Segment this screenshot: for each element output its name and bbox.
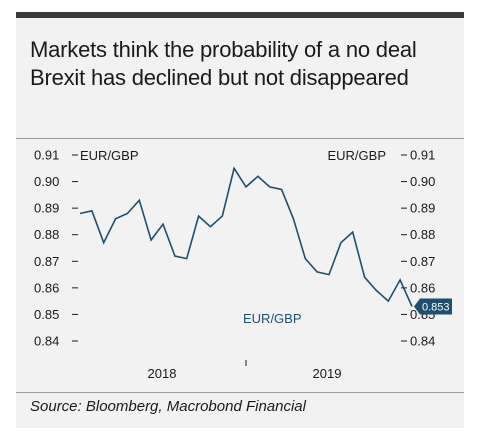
y-tick-label-right: 0.89 <box>410 201 435 216</box>
last-value-badge: 0.853 <box>414 298 452 315</box>
source-divider <box>16 392 464 393</box>
last-value-badge-shape <box>414 298 452 315</box>
y-tick-label-left: 0.89 <box>34 201 59 216</box>
eur-gbp-series-line <box>79 166 413 307</box>
y-tick-label-right: 0.90 <box>410 174 435 189</box>
source-note: Source: Bloomberg, Macrobond Financial <box>30 398 306 415</box>
top-bar <box>16 12 464 18</box>
y-tick-label-left: 0.88 <box>34 227 59 242</box>
chart-title: Markets think the probability of a no de… <box>30 37 417 90</box>
y-tick-label-left: 0.87 <box>34 254 59 269</box>
y-tick-label-left: 0.84 <box>34 334 59 349</box>
y-tick-label-left: 0.90 <box>34 174 59 189</box>
x-tick-label-2018: 2018 <box>148 366 177 381</box>
line-chart: 0.910.900.890.880.870.860.850.84 0.910.9… <box>34 148 452 381</box>
y-axis-left-ticks: 0.91 0.90 0.89 0.88 0.87 0.86 0.85 0.84 <box>34 148 78 349</box>
y-tick-label-right: 0.88 <box>410 227 435 242</box>
y-axis-right-ticks: 0.910.900.890.880.870.860.850.84 <box>401 148 435 349</box>
y-tick-label-right: 0.91 <box>410 148 435 163</box>
y-tick-label-left: 0.86 <box>34 280 59 295</box>
x-tick-label-2019: 2019 <box>313 366 342 381</box>
right-axis-label: EUR/GBP <box>327 148 386 163</box>
series-label: EUR/GBP <box>243 311 302 326</box>
last-value-label: 0.853 <box>422 301 450 313</box>
chart-card: Markets think the probability of a no de… <box>16 12 464 428</box>
y-tick-label-left: 0.85 <box>34 307 59 322</box>
title-divider <box>16 138 464 139</box>
y-tick-label-right: 0.84 <box>410 334 435 349</box>
y-tick-label-right: 0.87 <box>410 254 435 269</box>
y-tick-label-right: 0.86 <box>410 280 435 295</box>
left-axis-label: EUR/GBP <box>80 148 139 163</box>
y-tick-label-left: 0.91 <box>34 148 59 163</box>
